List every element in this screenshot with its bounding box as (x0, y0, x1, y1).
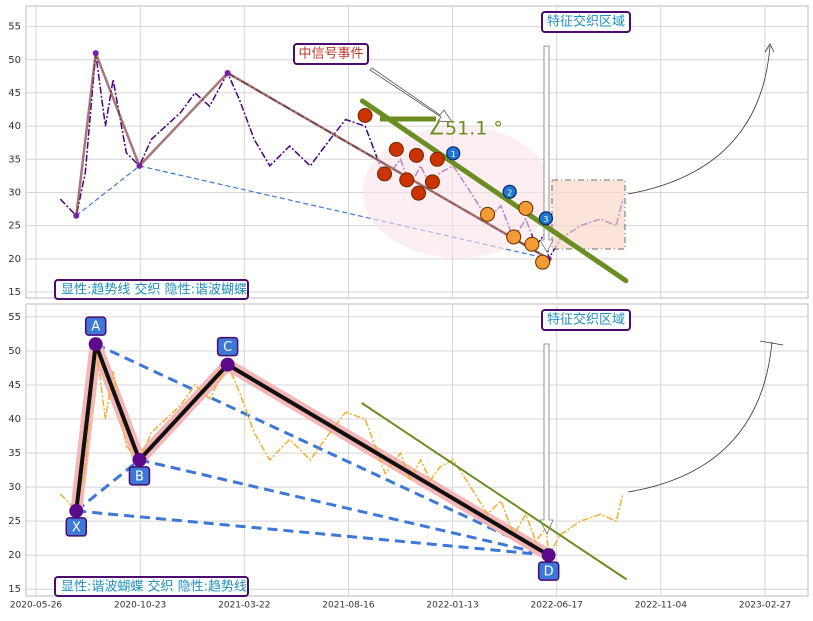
y-tick-label: 45 (8, 88, 21, 99)
curve-arrow (627, 45, 771, 195)
event-marker (480, 206, 496, 222)
zone-label: 特征交织区域 (547, 312, 625, 328)
pattern-point (73, 212, 80, 219)
signal-marker (446, 146, 461, 161)
pattern-point (69, 503, 84, 518)
x-tick-label: 2022-01-13 (426, 601, 478, 611)
signal-marker (502, 184, 517, 199)
angle-label: ∠51.1 ° (428, 118, 503, 140)
zone-label: 特征交织区域 (547, 14, 625, 30)
arrow-head (759, 340, 784, 346)
pattern-point (88, 337, 103, 352)
y-tick-label: 35 (8, 448, 21, 459)
x-tick-label: 2020-10-23 (114, 601, 166, 611)
y-tick-label: 40 (8, 414, 21, 425)
caption: 显性:趋势线 交织 隐性:谐波蝴蝶 (61, 282, 247, 298)
pattern-point (136, 162, 143, 169)
curve-arrow (627, 341, 773, 493)
x-tick-label: 2022-11-04 (635, 601, 688, 611)
event-marker (429, 151, 445, 167)
y-tick-label: 25 (8, 516, 21, 527)
y-tick-label: 20 (8, 550, 21, 561)
x-tick-label: 2021-03-22 (218, 601, 270, 611)
point-label: X (72, 520, 81, 535)
trendline (359, 98, 629, 284)
x-tick-label: 2021-08-16 (322, 601, 375, 611)
event-marker (399, 172, 415, 188)
x-tick-label: 2020-05-26 (10, 601, 63, 611)
label-box (293, 43, 369, 65)
zone-arrow (539, 343, 554, 535)
point-label-box (216, 336, 239, 357)
signal-label: 2 (507, 188, 512, 197)
signal-label: 3 (543, 215, 548, 224)
pattern-dash (95, 342, 550, 557)
point-label-box (128, 466, 151, 486)
y-tick-label: 35 (8, 154, 21, 165)
pattern-dash (139, 165, 549, 260)
trendline (361, 402, 627, 580)
pattern-dash (75, 165, 140, 217)
point-label: C (223, 340, 232, 355)
y-tick-label: 20 (8, 254, 21, 265)
point-label: A (91, 320, 100, 335)
event-marker (506, 229, 522, 245)
point-label-box (84, 316, 107, 336)
y-tick-label: 15 (8, 287, 21, 298)
pattern-point (220, 357, 235, 372)
event-marker (377, 166, 393, 182)
event-marker (388, 141, 404, 157)
arrow-head (764, 43, 775, 53)
signal-marker (538, 211, 554, 226)
y-tick-label: 55 (8, 22, 21, 33)
y-tick-label: 30 (8, 187, 21, 198)
event-marker (518, 200, 534, 216)
y-tick-label: 50 (8, 55, 21, 66)
y-tick-label: 30 (8, 482, 21, 493)
point-label: D (544, 565, 554, 580)
y-tick-label: 25 (8, 221, 21, 232)
event-arrow (369, 67, 453, 123)
point-label-box (65, 517, 88, 537)
event-marker (524, 236, 540, 252)
y-tick-label: 40 (8, 121, 21, 132)
label-box (54, 576, 249, 597)
pattern-dash (139, 458, 549, 557)
x-tick-label: 2022-06-17 (531, 601, 583, 611)
event-label: 中信号事件 (298, 47, 363, 62)
label-box (541, 11, 631, 33)
pattern-point (541, 548, 556, 563)
point-label-box (537, 561, 560, 581)
pattern-point (224, 70, 231, 77)
event-marker (424, 174, 440, 190)
y-tick-label: 50 (8, 346, 21, 357)
event-marker (535, 254, 551, 270)
event-marker (357, 108, 373, 123)
pattern-point (132, 452, 147, 467)
zone-arrow (539, 45, 554, 253)
y-tick-label: 55 (8, 312, 21, 323)
caption: 显性:谐波蝴蝶 交织 隐性:趋势线 (61, 579, 247, 595)
label-box (54, 279, 249, 300)
y-tick-label: 45 (8, 380, 21, 391)
signal-label: 1 (451, 150, 456, 159)
event-marker (408, 147, 424, 163)
label-box (541, 309, 631, 331)
event-marker (411, 185, 427, 201)
x-tick-label: 2023-02-27 (739, 601, 791, 611)
pattern-point (92, 50, 99, 57)
y-tick-label: 15 (8, 584, 21, 595)
point-label: B (135, 469, 144, 484)
